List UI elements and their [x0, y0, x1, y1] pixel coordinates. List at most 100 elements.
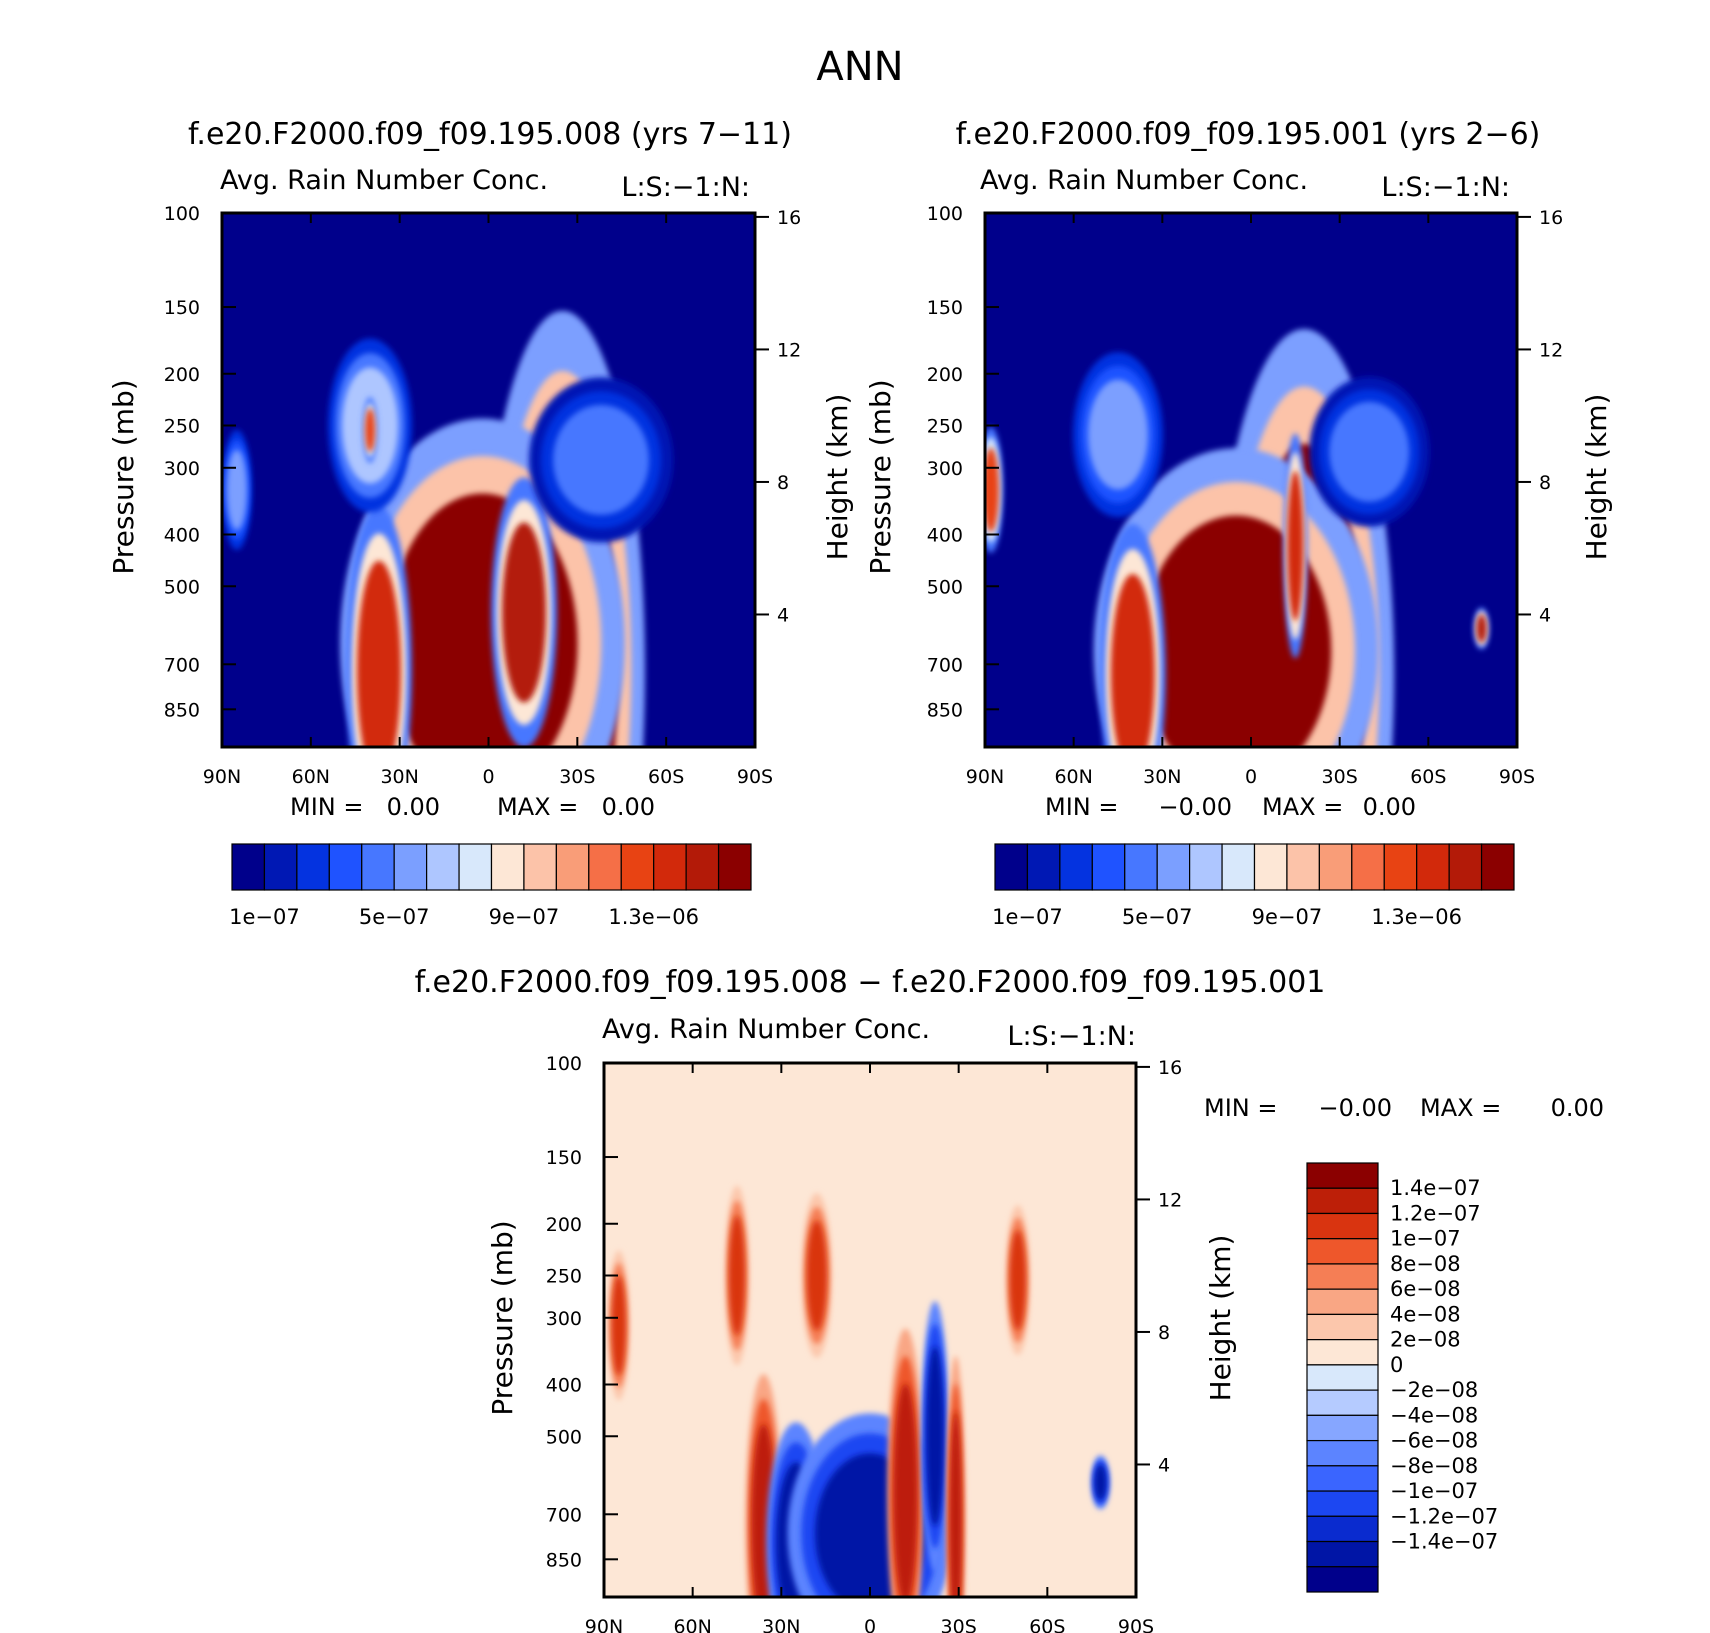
panel-right-y2tick-label: 8 [1539, 472, 1551, 494]
panel-diff-colorbar-swatch [1306, 1339, 1379, 1366]
panel-right-corner-label: L:S:−1:N: [1381, 172, 1510, 203]
panel-diff-colorbar-label: 6e−08 [1390, 1277, 1461, 1301]
panel-right-ytick-label: 100 [927, 203, 963, 225]
panel-left-ytick-label: 100 [164, 203, 200, 225]
panel-left-subtitle: Avg. Rain Number Conc. [220, 165, 548, 196]
panel-right-colorbar-swatch [994, 843, 1029, 891]
panel-diff-ytick-label: 250 [546, 1266, 582, 1288]
panel-diff-colorbar-label: 1e−07 [1390, 1227, 1461, 1251]
panel-diff-colorbar-swatch [1306, 1288, 1379, 1316]
panel-right-contour-5-2 [985, 447, 999, 532]
panel-left-xtick-label: 90N [203, 766, 241, 788]
panel-diff-colorbar-swatch [1306, 1212, 1379, 1240]
figure-title: ANN [816, 44, 903, 90]
panel-left-colorbar-swatch [555, 843, 590, 891]
panel-left-colorbar-swatch [263, 843, 298, 891]
panel-diff-min-label: MIN = [1204, 1094, 1277, 1122]
panel-right-min-label: MIN = [1045, 793, 1118, 821]
panel-right-title: f.e20.F2000.f09_f09.195.001 (yrs 2−6) [956, 117, 1541, 152]
panel-diff-contour-5-2 [949, 1410, 962, 1597]
panel-left-colorbar-swatch [393, 843, 428, 891]
panel-diff-colorbar-swatch [1306, 1389, 1379, 1416]
panel-diff-y2tick-label: 4 [1158, 1454, 1170, 1476]
panel-right-y2tick-label: 16 [1539, 207, 1563, 229]
panel-diff-ytick-label: 300 [546, 1308, 582, 1330]
panel-diff-xtick-label: 60N [673, 1616, 711, 1633]
panel-left-ylabel: Pressure (mb) [107, 379, 140, 574]
panel-diff-colorbar-swatch [1306, 1162, 1379, 1189]
panel-right-y2label: Height (km) [1580, 394, 1613, 561]
panel-left-colorbar-swatch [328, 843, 363, 891]
panel-diff-title: f.e20.F2000.f09_f09.195.008 − f.e20.F200… [415, 965, 1326, 1000]
panel-left-colorbar-swatch [490, 843, 525, 891]
panel-left-min-label: MIN = [290, 793, 363, 821]
panel-right-contour-7-2 [1329, 401, 1410, 502]
panel-right-ytick-label: 400 [927, 525, 963, 547]
panel-left-ytick-label: 150 [164, 297, 200, 319]
panel-diff-colorbar-swatch [1306, 1364, 1379, 1391]
panel-diff-xtick-label: 0 [864, 1616, 876, 1633]
panel-right-colorbar-swatch [1286, 843, 1320, 891]
panel-left-contour-5-2 [365, 408, 376, 453]
panel-diff-contour-6-2 [1094, 1464, 1107, 1501]
panel-diff-subtitle: Avg. Rain Number Conc. [602, 1014, 930, 1045]
panel-left-colorbar-label: 9e−07 [489, 905, 560, 929]
panel-right-xtick-label: 0 [1245, 766, 1257, 788]
panel-diff-ytick-label: 500 [546, 1426, 582, 1448]
panel-right-xtick-label: 30N [1143, 766, 1181, 788]
panel-right-colorbar-swatch [1156, 843, 1191, 891]
panel-left-title: f.e20.F2000.f09_f09.195.008 (yrs 7−11) [188, 117, 792, 152]
panel-left-colorbar-swatch [717, 843, 752, 891]
panel-right-colorbar-swatch [1383, 843, 1418, 891]
panel-right-ytick-label: 150 [927, 297, 963, 319]
panel-diff-colorbar-label: −1e−07 [1390, 1479, 1478, 1503]
panel-diff-max-label: MAX = [1420, 1094, 1501, 1122]
panel-diff-colorbar-label: −8e−08 [1390, 1454, 1478, 1478]
panel-right-xtick-label: 60S [1410, 766, 1446, 788]
panel-left-y2label: Height (km) [821, 394, 854, 561]
panel-right-xtick-label: 30S [1322, 766, 1358, 788]
panel-diff-colorbar-label: 4e−08 [1390, 1302, 1461, 1326]
panel-left-xtick-label: 0 [482, 766, 494, 788]
panel-diff-contour-7-2 [806, 1220, 827, 1331]
panel-diff-colorbar-swatch [1306, 1515, 1379, 1543]
panel-diff-contour-10-2 [1009, 1230, 1026, 1331]
panel-left: f.e20.F2000.f09_f09.195.008 (yrs 7−11) A… [107, 117, 854, 929]
panel-left-colorbar-swatch [231, 843, 266, 891]
panel-diff: f.e20.F2000.f09_f09.195.008 − f.e20.F200… [415, 965, 1604, 1633]
panel-left-colorbar-swatch [653, 843, 687, 891]
panel-diff-colorbar-label: 0 [1390, 1353, 1403, 1377]
panel-left-xtick-label: 60N [292, 766, 330, 788]
panel-right-y2tick-label: 4 [1539, 604, 1551, 626]
panel-right-ytick-label: 200 [927, 364, 963, 386]
panel-right-ytick-label: 250 [927, 415, 963, 437]
panel-left-contour-6-2 [226, 449, 247, 530]
panel-left-colorbar-swatch [588, 843, 622, 891]
panel-right-contour-6-2 [1476, 614, 1487, 643]
panel-diff-ytick-label: 700 [546, 1504, 582, 1526]
panel-left-corner-label: L:S:−1:N: [621, 172, 750, 203]
panel-diff-colorbar-label: −2e−08 [1390, 1378, 1478, 1402]
panel-left-ytick-label: 250 [164, 415, 200, 437]
panel-diff-contour-3-2 [893, 1383, 918, 1597]
panel-left-y2tick-label: 8 [777, 472, 789, 494]
panel-left-xtick-label: 60S [648, 766, 684, 788]
panel-right-ylabel: Pressure (mb) [864, 379, 897, 574]
panel-left-colorbar-swatch [296, 843, 330, 891]
panel-diff-colorbar-swatch [1306, 1465, 1379, 1492]
panel-left-colorbar: 1e−07 5e−07 9e−07 1.3e−06 [229, 843, 752, 929]
panel-right-ytick-label: 700 [927, 654, 963, 676]
panel-right: f.e20.F2000.f09_f09.195.001 (yrs 2−6) Av… [864, 117, 1613, 929]
panel-right-contour-4-2 [1088, 379, 1148, 490]
panel-right-colorbar-swatch [1124, 843, 1158, 891]
panel-left-ytick-label: 500 [164, 576, 200, 598]
panel-diff-y2label: Height (km) [1204, 1235, 1237, 1402]
panel-right-colorbar: 1e−07 5e−07 9e−07 1.3e−06 [992, 843, 1515, 929]
panel-diff-ytick-label: 200 [546, 1214, 582, 1236]
panel-right-colorbar-swatch [1416, 843, 1450, 891]
panel-right-colorbar-swatch [1221, 843, 1256, 891]
panel-left-colorbar-label: 1.3e−06 [608, 905, 699, 929]
panel-right-colorbar-swatch [1189, 843, 1223, 891]
panel-diff-colorbar-swatch [1306, 1238, 1379, 1265]
panel-diff-xtick-label: 60S [1029, 1616, 1065, 1633]
